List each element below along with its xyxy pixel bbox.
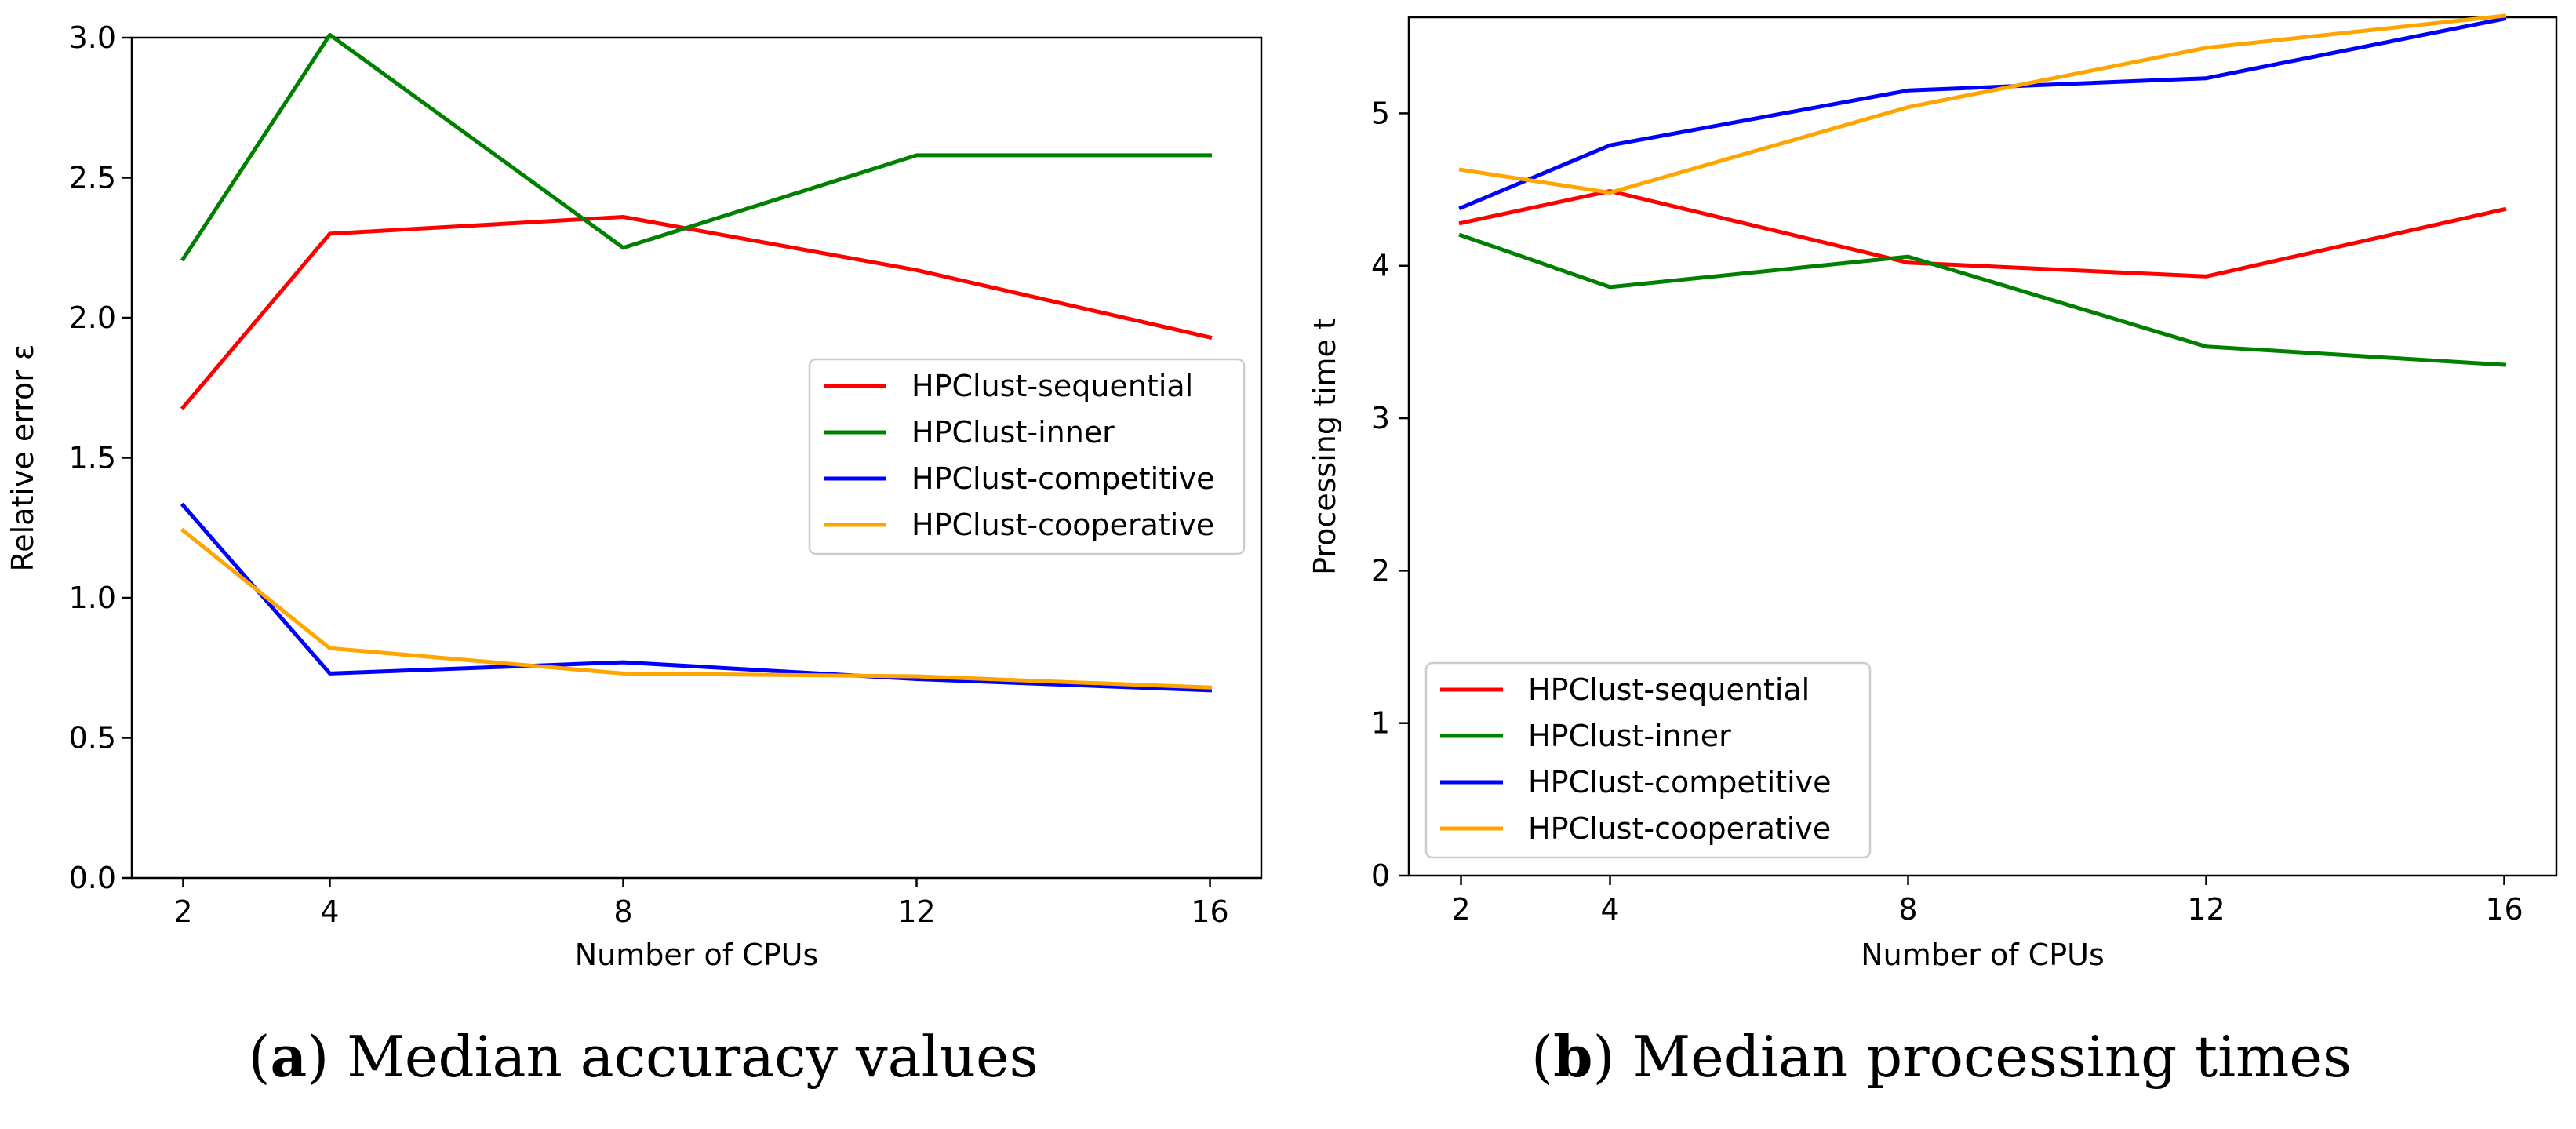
- x-tick-label: 12: [897, 894, 935, 929]
- y-tick-label: 2.0: [69, 300, 116, 335]
- y-tick-label: 5: [1371, 96, 1390, 130]
- legend-label: HPClust-sequential: [1528, 672, 1810, 707]
- legend-label: HPClust-inner: [1528, 719, 1731, 753]
- caption-text: Median accuracy values: [347, 1024, 1038, 1090]
- y-tick-label: 1.0: [69, 581, 116, 615]
- x-tick-label: 2: [173, 894, 192, 929]
- y-tick-label: 4: [1371, 249, 1390, 283]
- series-HPClust-cooperative: [1458, 13, 2507, 195]
- series-line: [180, 527, 1213, 690]
- caption-label: b: [1553, 1023, 1592, 1090]
- x-axis-label: Number of CPUs: [1861, 938, 2105, 972]
- y-tick-label: 1: [1371, 706, 1390, 741]
- series-HPClust-competitive: [1458, 16, 2507, 211]
- series-line: [1458, 13, 2507, 195]
- legend-label: HPClust-inner: [911, 415, 1115, 450]
- legend-label: HPClust-competitive: [911, 461, 1215, 496]
- y-tick-label: 0.0: [69, 861, 116, 895]
- legend-label: HPClust-competitive: [1528, 765, 1832, 799]
- legend-box: [808, 358, 1246, 555]
- y-tick-label: 3: [1371, 401, 1390, 435]
- series-HPClust-inner: [180, 32, 1212, 262]
- legend: HPClust-sequential HPClust-inner HPClust-c…: [808, 358, 1246, 555]
- x-tick-label: 4: [1600, 892, 1619, 927]
- x-tick-label: 16: [1191, 894, 1228, 929]
- subfigure-caption: (b) Median processing times: [1531, 1023, 2352, 1090]
- series-line: [180, 502, 1213, 693]
- series-line: [1458, 189, 2507, 279]
- x-tick-label: 12: [2187, 892, 2225, 927]
- legend-label: HPClust-cooperative: [1528, 811, 1831, 846]
- legend: HPClust-sequential HPClust-inner HPClust-c…: [1424, 661, 1872, 859]
- x-tick-label: 8: [613, 894, 632, 929]
- y-tick-label: 2.5: [69, 161, 116, 195]
- caption-text: Median processing times: [1632, 1024, 2352, 1090]
- y-tick-label: 0: [1371, 858, 1390, 893]
- y-axis-label: Processing time t: [1308, 318, 1342, 575]
- series-line: [1458, 232, 2507, 367]
- chart-panel-a: 2 4 8 12 16 0.0 0.5 1.0 1.5 2.0 2.5 3.0 Number of CP…: [5, 20, 1263, 1090]
- series-line: [180, 215, 1213, 410]
- caption-paren-close: ): [307, 1024, 347, 1090]
- x-tick-label: 8: [1898, 892, 1917, 927]
- x-tick-label: 16: [2485, 892, 2523, 927]
- caption-paren-open: (: [1531, 1024, 1553, 1090]
- x-tick-label: 2: [1451, 892, 1470, 927]
- series-line: [180, 32, 1212, 262]
- subfigure-caption: (a) Median accuracy values: [248, 1023, 1038, 1090]
- series-HPClust-cooperative: [180, 527, 1213, 690]
- legend-label: HPClust-cooperative: [911, 508, 1214, 542]
- y-tick-label: 3.0: [69, 20, 116, 55]
- series-HPClust-sequential: [180, 215, 1213, 410]
- x-axis-label: Number of CPUs: [575, 938, 819, 972]
- legend-box: [1424, 661, 1872, 859]
- legend-label: HPClust-sequential: [911, 369, 1193, 403]
- caption-paren-open: (: [248, 1024, 270, 1090]
- series-HPClust-sequential: [1458, 189, 2507, 279]
- plot-frame: [1407, 16, 2558, 877]
- caption-paren-close: ): [1592, 1024, 1632, 1090]
- series-line: [1458, 16, 2507, 211]
- y-tick-label: 1.5: [69, 441, 116, 475]
- series-HPClust-inner: [1458, 232, 2507, 367]
- y-tick-label: 0.5: [69, 721, 116, 756]
- caption-label: a: [271, 1023, 307, 1090]
- x-tick-label: 4: [320, 894, 339, 929]
- y-tick-label: 2: [1371, 553, 1390, 588]
- y-axis-label: Relative error ε: [5, 344, 40, 572]
- series-HPClust-competitive: [180, 502, 1213, 693]
